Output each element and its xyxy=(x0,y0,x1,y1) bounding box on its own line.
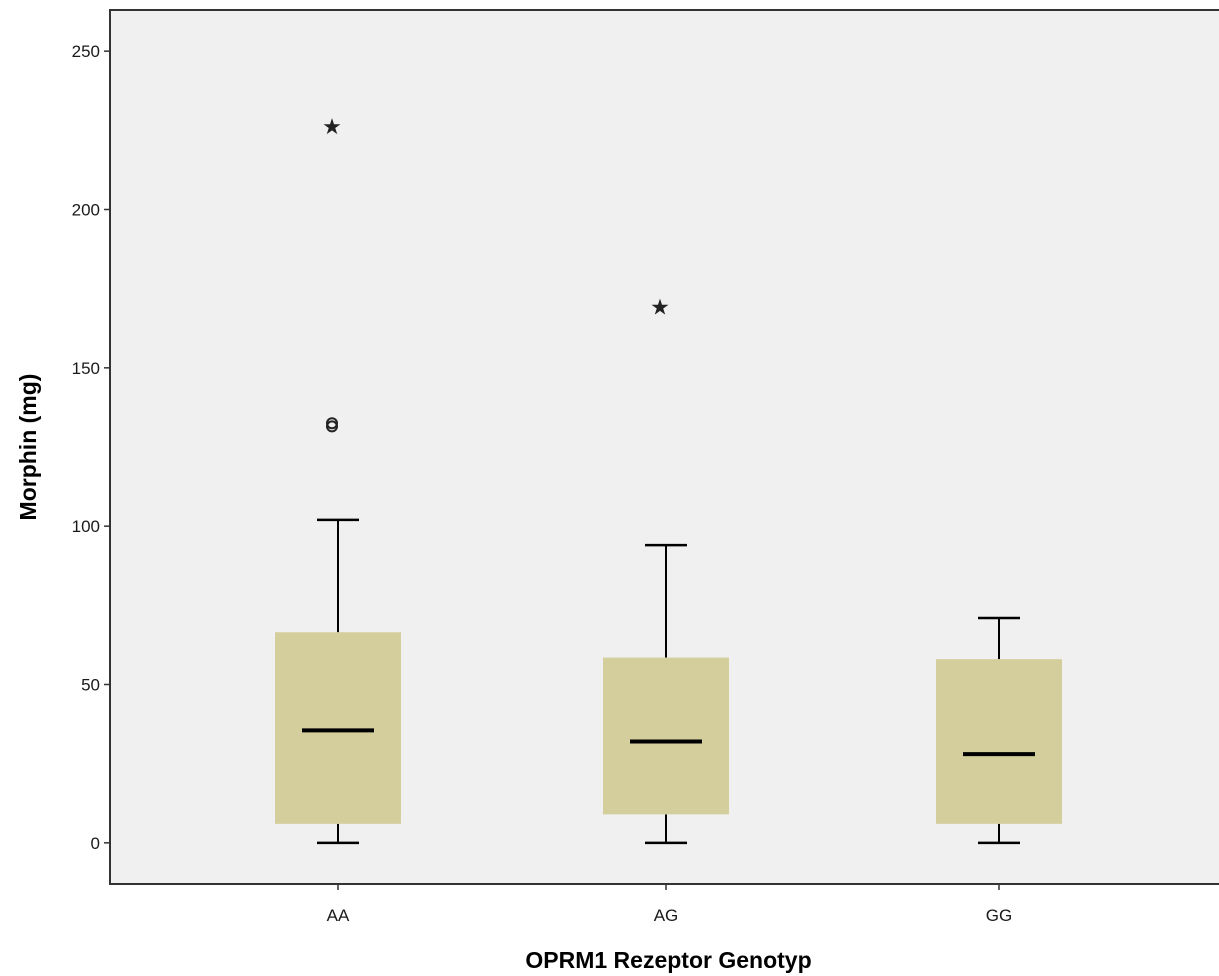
boxes: ★★ xyxy=(275,115,1062,845)
x-tick-label: AA xyxy=(327,906,350,925)
y-tick-label: 150 xyxy=(72,359,100,378)
x-axis-title: OPRM1 Rezeptor Genotyp xyxy=(525,947,811,973)
y-axis: 0 50 100 150 200 250 xyxy=(72,42,110,853)
y-axis-title: Morphin (mg) xyxy=(15,374,41,521)
x-tick-label: GG xyxy=(986,906,1012,925)
x-tick-label: AG xyxy=(654,906,679,925)
plot-frame xyxy=(109,9,1219,885)
outlier-star: ★ xyxy=(650,296,670,321)
box-aa: ★ xyxy=(275,115,401,845)
x-axis: AA AG GG xyxy=(327,884,1012,925)
iqr-box xyxy=(275,632,401,824)
outlier-circle xyxy=(326,417,338,430)
y-tick-label: 50 xyxy=(81,676,100,695)
box-ag: ★ xyxy=(603,296,729,845)
box-gg xyxy=(936,616,1062,845)
outlier-star: ★ xyxy=(322,115,342,140)
iqr-box xyxy=(936,659,1062,824)
y-tick-label: 100 xyxy=(72,517,100,536)
iqr-box xyxy=(603,657,729,815)
y-tick-label: 250 xyxy=(72,42,100,61)
y-tick-label: 200 xyxy=(72,201,100,220)
y-tick-label: 0 xyxy=(91,834,100,853)
